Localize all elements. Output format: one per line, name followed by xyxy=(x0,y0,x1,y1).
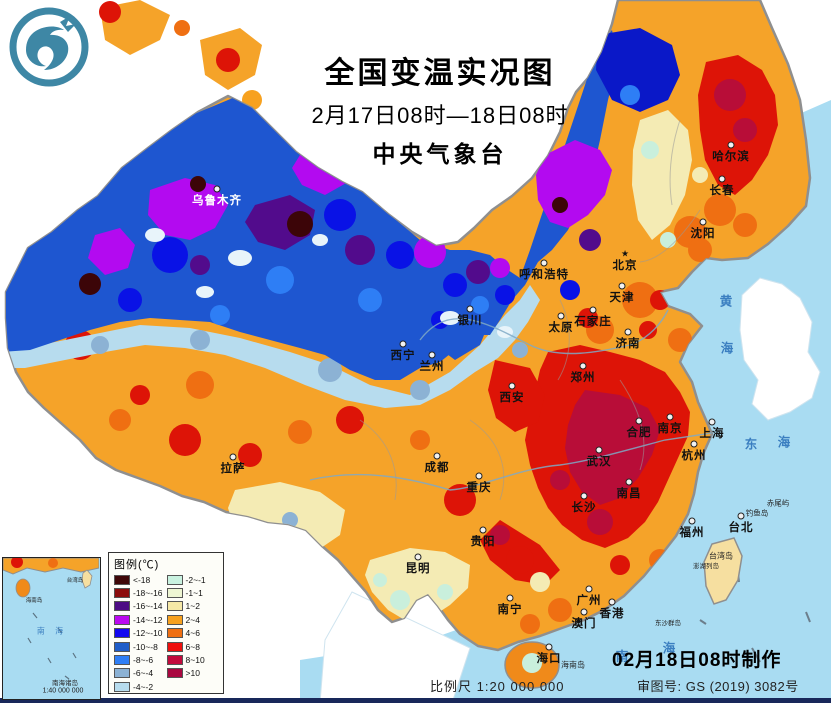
legend-label: 2~4 xyxy=(185,614,200,625)
legend-item: -10~-8 xyxy=(114,640,163,653)
map-frame-bottom xyxy=(0,698,831,703)
agency-name: 中央气象台 xyxy=(372,141,508,167)
legend-label: -14~-12 xyxy=(133,614,163,625)
legend-item: -16~-14 xyxy=(114,600,163,613)
legend-label: -6~-4 xyxy=(133,668,154,679)
map-title: 全国变温实况图 xyxy=(324,57,556,90)
legend-swatch xyxy=(166,628,183,639)
legend-swatch xyxy=(166,655,183,666)
legend-swatch xyxy=(114,574,130,585)
legend-swatch xyxy=(166,668,183,679)
legend-item: -2~-1 xyxy=(166,573,206,586)
legend-item: 1~2 xyxy=(166,600,206,613)
legend-label: -4~-2 xyxy=(133,681,154,692)
legend-label: 1~2 xyxy=(185,601,200,612)
inset-hainan-label: 海南岛 xyxy=(25,598,43,604)
korea-landmass xyxy=(739,277,821,421)
legend-item: 6~8 xyxy=(166,640,206,653)
legend-item: -12~-10 xyxy=(114,627,163,640)
map-scale: 比例尺 1:20 000 000 xyxy=(430,679,565,694)
legend-item: 4~6 xyxy=(166,627,206,640)
south-china-sea-inset: 台湾岛 海南岛 南 海 南海诸岛 1:40 000 000 xyxy=(2,557,101,700)
made-at-timestamp: 02月18日08时制作 xyxy=(612,650,782,671)
legend-label: 4~6 xyxy=(185,628,200,639)
legend-swatch xyxy=(114,641,130,652)
legend-label: -12~-10 xyxy=(133,628,163,639)
legend-right-column: -2~-1 -1~1 1~2 2~4 4~6 6~8 8~10 >10 xyxy=(166,573,206,694)
legend-label: -8~-6 xyxy=(133,655,154,666)
legend-item: -8~-6 xyxy=(114,653,163,666)
legend: 图例(℃) <-18 -18~-16 -16~-14 -14~-12 -12~-10 -1… xyxy=(108,552,224,694)
inset-taiwan-label: 台湾岛 xyxy=(66,578,84,584)
legend-item: 2~4 xyxy=(166,613,206,626)
legend-title: 图例(℃) xyxy=(114,559,160,571)
legend-label: -10~-8 xyxy=(133,641,158,652)
legend-item: -6~-4 xyxy=(114,667,163,680)
legend-swatch xyxy=(114,681,130,692)
legend-item: 8~10 xyxy=(166,653,206,666)
legend-item: -18~-16 xyxy=(114,586,163,599)
temperature-raster xyxy=(6,28,778,673)
legend-item: >10 xyxy=(166,667,206,680)
inset-islands-label: 南海诸岛 xyxy=(52,680,78,687)
cma-logo xyxy=(9,7,89,87)
legend-label: >10 xyxy=(185,668,200,679)
legend-item: -4~-2 xyxy=(114,680,163,693)
legend-swatch xyxy=(114,588,130,599)
legend-item: <-18 xyxy=(114,573,163,586)
legend-item: -14~-12 xyxy=(114,613,163,626)
legend-swatch xyxy=(114,668,130,679)
legend-label: -16~-14 xyxy=(133,601,163,612)
legend-item: -1~1 xyxy=(166,586,206,599)
legend-label: <-18 xyxy=(133,574,151,585)
legend-swatch xyxy=(114,655,130,666)
map-approval-number: 审图号: GS (2019) 3082号 xyxy=(637,679,799,694)
legend-swatch xyxy=(166,641,183,652)
legend-swatch xyxy=(166,601,183,612)
map-title-block: 全国变温实况图 2月17日08时—18日08时 中央气象台 xyxy=(240,48,640,169)
legend-label: 6~8 xyxy=(185,641,200,652)
legend-left-column: <-18 -18~-16 -16~-14 -14~-12 -12~-10 -10~-8 -8… xyxy=(114,573,163,694)
province-borders xyxy=(359,119,701,501)
legend-label: -18~-16 xyxy=(133,588,163,599)
inset-scale-label: 1:40 000 000 xyxy=(42,687,84,695)
legend-swatch xyxy=(166,614,183,625)
map-date-range: 2月17日08时—18日08时 xyxy=(311,103,569,128)
out-of-border-raster xyxy=(99,0,262,110)
legend-label: -1~1 xyxy=(185,588,203,599)
legend-label: -2~-1 xyxy=(185,574,206,585)
legend-swatch xyxy=(114,601,130,612)
legend-label: 8~10 xyxy=(185,655,205,666)
legend-swatch xyxy=(114,628,130,639)
legend-swatch xyxy=(166,574,183,585)
inset-sea-label: 南 海 xyxy=(36,626,68,636)
legend-swatch xyxy=(166,588,183,599)
rivers xyxy=(309,309,713,491)
indochina-landmass xyxy=(319,591,471,703)
legend-swatch xyxy=(114,614,130,625)
